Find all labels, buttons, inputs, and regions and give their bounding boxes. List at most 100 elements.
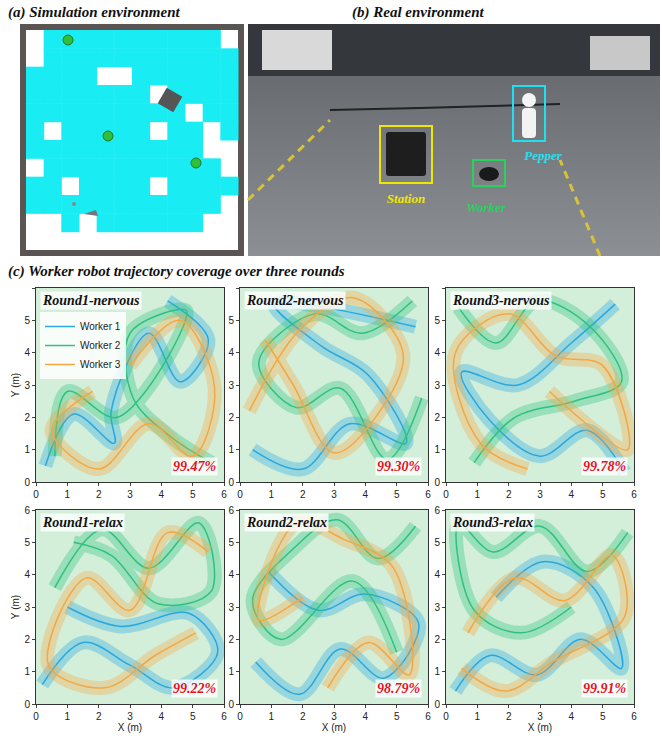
svg-text:5: 5 xyxy=(394,489,400,500)
svg-text:0: 0 xyxy=(237,489,243,500)
svg-text:2: 2 xyxy=(434,412,440,423)
svg-text:1: 1 xyxy=(269,489,275,500)
svg-text:0: 0 xyxy=(443,711,449,722)
svg-text:Worker 2: Worker 2 xyxy=(80,340,121,351)
svg-text:0: 0 xyxy=(237,711,243,722)
svg-text:2: 2 xyxy=(228,634,234,645)
svg-text:5: 5 xyxy=(600,489,606,500)
svg-text:3: 3 xyxy=(24,602,30,613)
svg-text:4: 4 xyxy=(228,347,234,358)
svg-text:1: 1 xyxy=(228,666,234,677)
svg-text:Y (m): Y (m) xyxy=(10,595,21,619)
svg-text:4: 4 xyxy=(363,711,369,722)
svg-text:4: 4 xyxy=(363,489,369,500)
svg-text:4: 4 xyxy=(24,569,30,580)
svg-text:4: 4 xyxy=(159,489,165,500)
svg-text:6: 6 xyxy=(631,711,637,722)
svg-text:4: 4 xyxy=(434,569,440,580)
svg-text:0: 0 xyxy=(33,489,39,500)
svg-text:99.30%: 99.30% xyxy=(377,459,420,474)
svg-text:1: 1 xyxy=(269,711,275,722)
svg-text:0: 0 xyxy=(33,711,39,722)
svg-text:X (m): X (m) xyxy=(528,722,552,733)
svg-text:6: 6 xyxy=(228,505,234,516)
svg-text:1: 1 xyxy=(475,489,481,500)
svg-text:0: 0 xyxy=(228,699,234,710)
svg-text:1: 1 xyxy=(475,711,481,722)
svg-text:Round3-nervous: Round3-nervous xyxy=(452,293,550,308)
svg-text:2: 2 xyxy=(506,489,512,500)
svg-text:5: 5 xyxy=(24,537,30,548)
svg-text:Pepper: Pepper xyxy=(524,148,562,163)
svg-text:Y (m): Y (m) xyxy=(10,373,21,397)
svg-text:Worker 1: Worker 1 xyxy=(80,321,121,332)
svg-text:99.47%: 99.47% xyxy=(173,459,216,474)
svg-text:X (m): X (m) xyxy=(322,722,346,733)
svg-text:2: 2 xyxy=(24,634,30,645)
svg-text:99.91%: 99.91% xyxy=(583,681,626,696)
svg-text:6: 6 xyxy=(221,489,227,500)
svg-text:3: 3 xyxy=(537,711,543,722)
svg-text:1: 1 xyxy=(228,444,234,455)
svg-text:2: 2 xyxy=(96,489,102,500)
svg-text:3: 3 xyxy=(537,489,543,500)
svg-text:3: 3 xyxy=(24,380,30,391)
svg-text:2: 2 xyxy=(300,489,306,500)
svg-text:5: 5 xyxy=(228,315,234,326)
svg-text:6: 6 xyxy=(425,489,431,500)
svg-text:1: 1 xyxy=(434,444,440,455)
svg-text:3: 3 xyxy=(331,489,337,500)
svg-text:6: 6 xyxy=(24,505,30,516)
svg-text:1: 1 xyxy=(24,666,30,677)
svg-text:4: 4 xyxy=(228,569,234,580)
svg-text:4: 4 xyxy=(159,711,165,722)
svg-text:1: 1 xyxy=(65,489,71,500)
svg-text:99.78%: 99.78% xyxy=(583,459,626,474)
svg-text:99.22%: 99.22% xyxy=(173,681,216,696)
svg-text:X (m): X (m) xyxy=(118,722,142,733)
svg-text:5: 5 xyxy=(190,711,196,722)
svg-text:5: 5 xyxy=(434,537,440,548)
svg-text:5: 5 xyxy=(228,537,234,548)
svg-text:6: 6 xyxy=(221,711,227,722)
svg-text:6: 6 xyxy=(631,489,637,500)
svg-text:Station: Station xyxy=(387,191,425,206)
svg-text:5: 5 xyxy=(394,711,400,722)
svg-text:5: 5 xyxy=(600,711,606,722)
svg-text:4: 4 xyxy=(434,347,440,358)
svg-text:4: 4 xyxy=(569,711,575,722)
svg-text:2: 2 xyxy=(434,634,440,645)
svg-text:0: 0 xyxy=(434,699,440,710)
svg-text:(a) Simulation environment: (a) Simulation environment xyxy=(8,4,181,21)
svg-text:Round1-nervous: Round1-nervous xyxy=(42,293,140,308)
svg-text:0: 0 xyxy=(24,477,30,488)
svg-text:3: 3 xyxy=(331,711,337,722)
svg-text:3: 3 xyxy=(228,602,234,613)
svg-text:1: 1 xyxy=(24,444,30,455)
svg-text:1: 1 xyxy=(65,711,71,722)
svg-text:Worker: Worker xyxy=(466,200,506,215)
svg-text:0: 0 xyxy=(443,489,449,500)
svg-text:(b) Real environment: (b) Real environment xyxy=(352,4,484,21)
svg-text:0: 0 xyxy=(228,477,234,488)
svg-text:Worker 3: Worker 3 xyxy=(80,359,121,370)
svg-text:5: 5 xyxy=(24,315,30,326)
svg-text:98.79%: 98.79% xyxy=(377,681,420,696)
svg-text:5: 5 xyxy=(434,315,440,326)
svg-text:4: 4 xyxy=(24,347,30,358)
svg-text:2: 2 xyxy=(300,711,306,722)
svg-text:3: 3 xyxy=(127,711,133,722)
svg-text:3: 3 xyxy=(127,489,133,500)
svg-text:0: 0 xyxy=(24,699,30,710)
svg-text:3: 3 xyxy=(434,380,440,391)
svg-text:3: 3 xyxy=(434,602,440,613)
svg-text:Round1-relax: Round1-relax xyxy=(42,515,123,530)
svg-text:6: 6 xyxy=(434,505,440,516)
svg-text:6: 6 xyxy=(425,711,431,722)
svg-text:3: 3 xyxy=(228,380,234,391)
svg-text:Round3-relax: Round3-relax xyxy=(452,515,533,530)
svg-text:Round2-nervous: Round2-nervous xyxy=(246,293,344,308)
svg-text:2: 2 xyxy=(506,711,512,722)
svg-text:4: 4 xyxy=(569,489,575,500)
svg-text:1: 1 xyxy=(434,666,440,677)
